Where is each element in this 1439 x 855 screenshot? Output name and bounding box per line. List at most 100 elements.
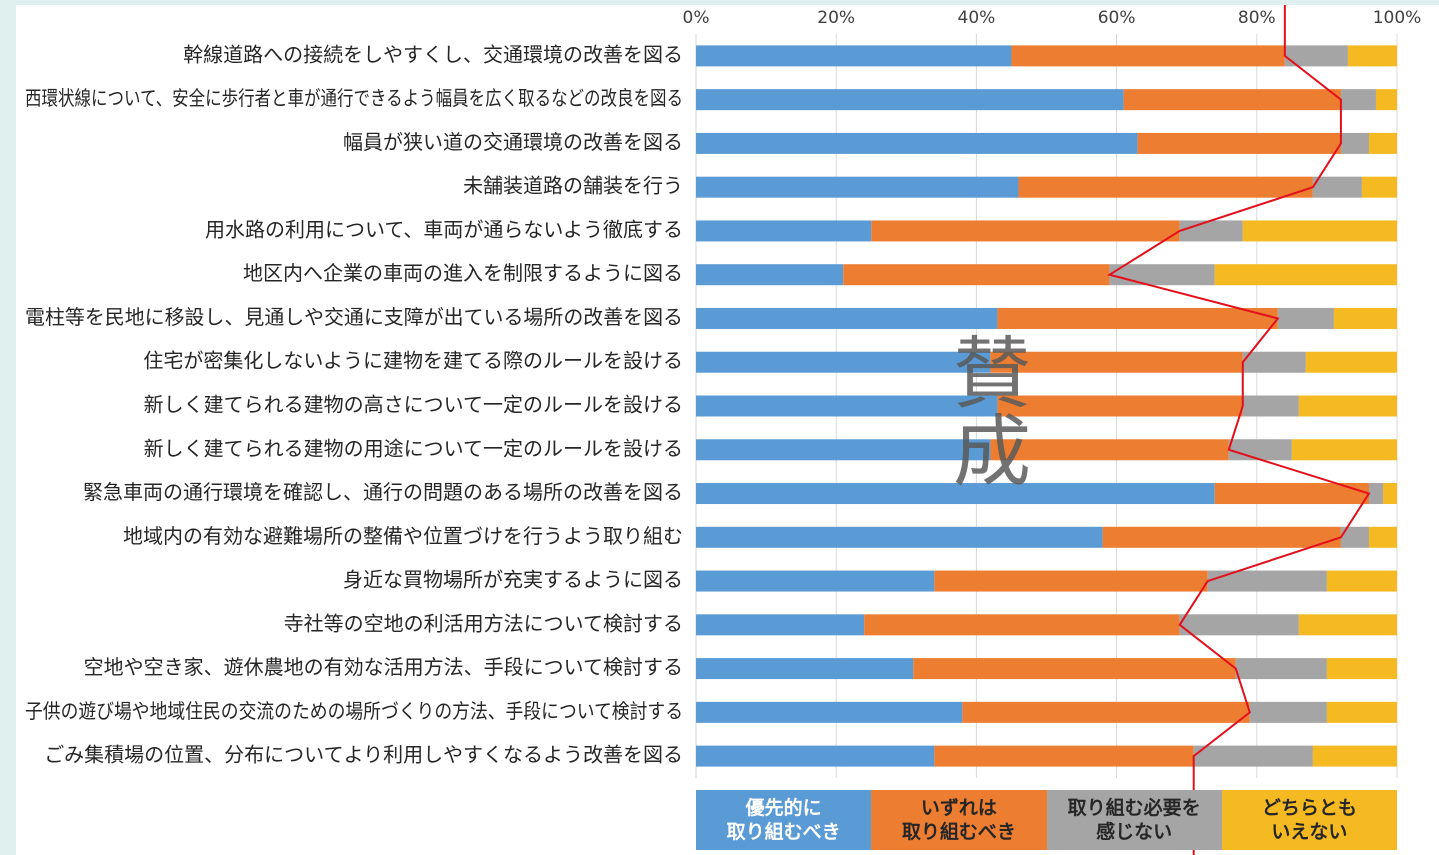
bar-segment [696, 395, 998, 417]
bar-segment [1123, 89, 1341, 111]
bar-segment [1277, 307, 1334, 329]
bar-segment [990, 351, 1243, 373]
bar-segment [696, 701, 963, 723]
agree-line [1107, 5, 1371, 855]
bar-segment [1102, 526, 1341, 548]
category-label: 住宅が密集化しないように建物を建てる際のルールを設ける [143, 349, 683, 373]
bar-segment [1109, 264, 1215, 286]
category-label: 新しく建てられる建物の高さについて一定のルールを設ける [144, 393, 683, 417]
x-tick-label: 0% [683, 8, 710, 28]
bar-segment [1382, 483, 1397, 505]
annotation: 賛成 [940, 332, 1030, 488]
bar-segment [1228, 439, 1292, 461]
x-tick-label: 20% [817, 8, 855, 28]
bar-segment [1291, 439, 1397, 461]
legend-item: 優先的に 取り組むべき [696, 790, 872, 850]
bar-segment [1284, 45, 1348, 67]
category-label: 緊急車両の通行環境を確認し、通行の問題のある場所の改善を図る [83, 480, 683, 504]
bar-segment [1011, 45, 1285, 67]
bar-segment [1193, 745, 1313, 767]
bar-segment [1179, 614, 1299, 636]
bar-segment [864, 614, 1180, 636]
category-label: 空地や空き家、遊休農地の有効な活用方法、手段について検討する [84, 655, 683, 679]
bar-segment [913, 658, 1236, 680]
category-label: 未舗装道路の舗装を行う [463, 174, 683, 198]
bar-segment [696, 526, 1103, 548]
bar-segment [696, 351, 991, 373]
bar-segment [1137, 132, 1341, 154]
bar-segment [696, 483, 1215, 505]
bar-segment [696, 89, 1124, 111]
category-label: 地域内の有効な避難場所の整備や位置づけを行うよう取り組む [123, 524, 683, 548]
x-tick-label: 100% [1373, 8, 1422, 28]
bar-segment [696, 264, 844, 286]
category-label: 用水路の利用について、車両が通らないよう徹底する [205, 217, 683, 241]
bar-segment [1242, 351, 1306, 373]
bar-segment [997, 307, 1278, 329]
bar-segment [1242, 395, 1299, 417]
bar-segment [696, 45, 1012, 67]
bar-segment [1242, 220, 1397, 242]
category-label: 地区内へ企業の車両の進入を制限するように図る [243, 261, 683, 285]
bar-segment [696, 745, 935, 767]
category-label: 子供の遊び場や地域住民の交流のための場所づくりの方法、手段について検討する [25, 699, 683, 723]
bar-segment [1298, 395, 1397, 417]
x-tick-label: 80% [1238, 8, 1276, 28]
bar-segment [1368, 483, 1383, 505]
bar-segment [1340, 526, 1369, 548]
category-label: 電柱等を民地に移設し、見通しや交通に支障が出ている場所の改善を図る [25, 305, 683, 329]
x-tick-label: 40% [958, 8, 996, 28]
category-label: 幹線道路への接続をしやすくし、交通環境の改善を図る [183, 42, 683, 66]
bar-segment [1312, 176, 1362, 198]
bar-segment [696, 614, 865, 636]
bar-segment [696, 570, 935, 592]
bar-segment [1214, 483, 1369, 505]
bar-segment [696, 220, 872, 242]
category-label: ごみ集積場の位置、分布についてより利用しやすくなるよう改善を図る [44, 743, 683, 767]
legend-item: どちらとも いえない [1221, 790, 1397, 850]
legend-item: 取り組む必要を 感じない [1046, 790, 1222, 850]
bar-segment [1214, 264, 1397, 286]
bar-segment [1326, 701, 1397, 723]
bar-segment [1326, 570, 1397, 592]
category-label: 新しく建てられる建物の用途について一定のルールを設ける [144, 436, 683, 460]
bar-segment [990, 439, 1229, 461]
bar-segment [1207, 570, 1327, 592]
category-label: 寺社等の空地の利活用方法について検討する [284, 611, 683, 635]
legend-item: いずれは 取り組むべき [871, 790, 1047, 850]
bar-segment [1305, 351, 1397, 373]
bar-segment [997, 395, 1243, 417]
bar-segment [871, 220, 1180, 242]
bar-segment [1333, 307, 1397, 329]
x-tick-label: 60% [1098, 8, 1136, 28]
bar-segment [1179, 220, 1243, 242]
bar-segment [962, 701, 1250, 723]
bar-segment [1375, 89, 1397, 111]
bar-segment [1235, 658, 1327, 680]
bar-segment [1368, 526, 1397, 548]
bar-segment [696, 439, 991, 461]
bar-segment [1340, 132, 1369, 154]
bar-segment [1361, 176, 1397, 198]
category-label: 身近な買物場所が充実するように図る [343, 568, 683, 592]
plot-background [16, 5, 1439, 855]
bar-segment [1312, 745, 1397, 767]
bar-segment [934, 570, 1208, 592]
bar-segment [696, 307, 998, 329]
category-label: 西環状線について、安全に歩行者と車が通行できるよう幅員を広く取るなどの改良を図る [25, 86, 683, 110]
category-label: 幅員が狭い道の交通環境の改善を図る [343, 130, 683, 154]
bar-segment [696, 658, 914, 680]
bar-segment [1249, 701, 1327, 723]
bar-segment [1368, 132, 1397, 154]
bar-segment [1326, 658, 1397, 680]
bar-segment [1347, 45, 1397, 67]
bar-segment [1018, 176, 1313, 198]
bar-segment [1340, 89, 1376, 111]
bar-segment [1298, 614, 1397, 636]
bar-segment [696, 176, 1019, 198]
bar-segment [696, 132, 1138, 154]
bar-segment [934, 745, 1194, 767]
bar-segment [843, 264, 1110, 286]
